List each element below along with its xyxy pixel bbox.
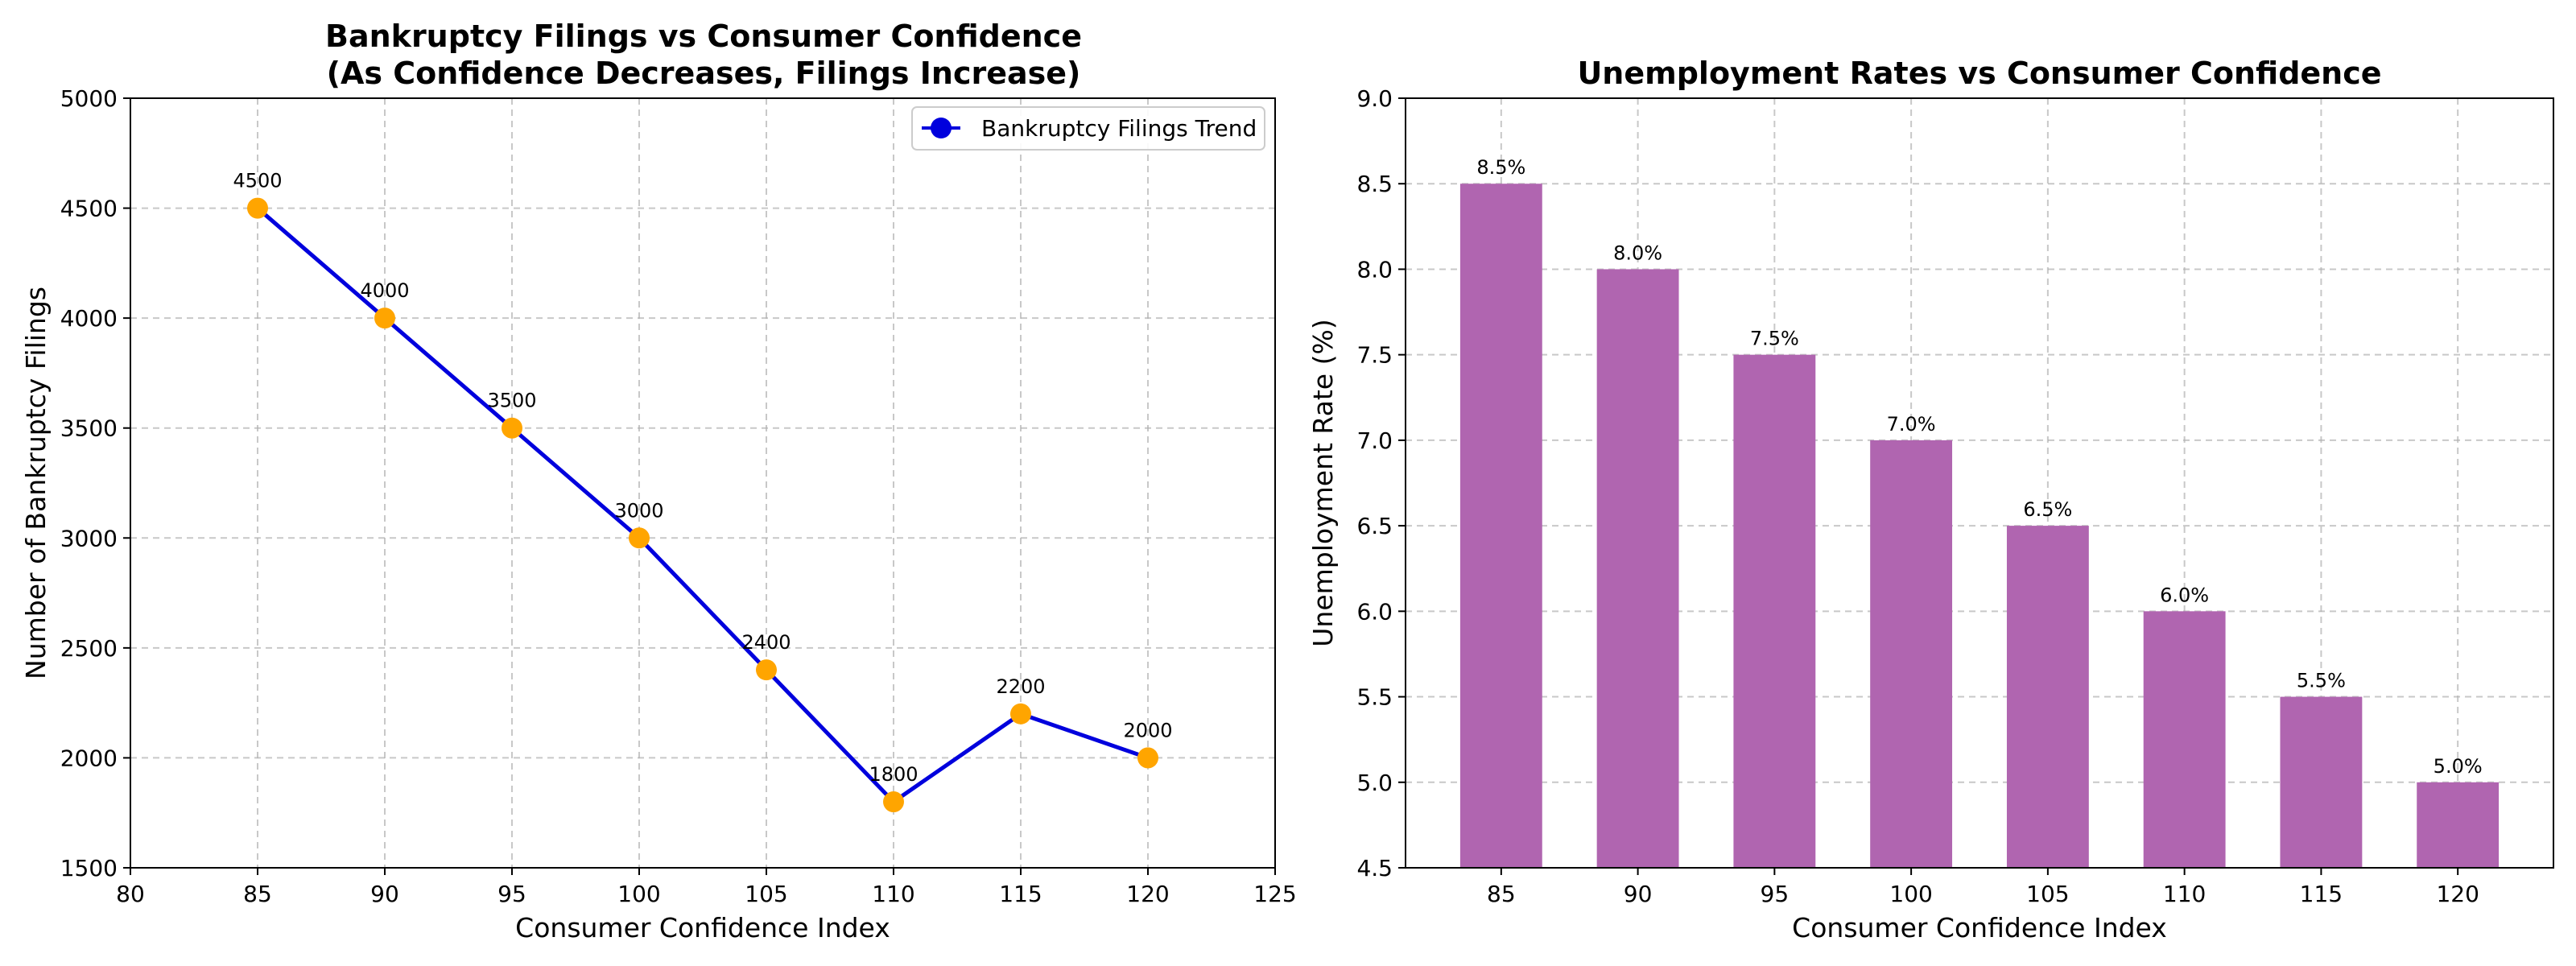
right-x-tick-label: 115 [2300, 881, 2343, 907]
right-x-tick-label: 120 [2436, 881, 2479, 907]
unemployment-bar [2417, 782, 2500, 868]
right-x-tick-label: 95 [1761, 881, 1790, 907]
right-x-tick-label: 110 [2163, 881, 2206, 907]
left-y-tick-label: 2000 [60, 745, 118, 771]
left-plot-frame [130, 97, 1276, 869]
right-y-tick-label: 8.0 [1356, 256, 1393, 283]
unemployment-bar-label: 7.0% [1887, 413, 1936, 436]
left-y-tick-label: 4000 [60, 305, 118, 332]
bankruptcy-data-label: 4000 [360, 279, 409, 302]
legend-marker-swatch [931, 118, 952, 138]
bankruptcy-data-label: 2200 [996, 675, 1045, 698]
unemployment-bar-label: 8.0% [1613, 242, 1662, 264]
left-y-ticks: 1500 2000 2500 3000 3500 4000 4500 5000 [60, 85, 130, 881]
right-x-tick-label: 105 [2026, 881, 2069, 907]
left-x-tick-label: 95 [497, 881, 526, 907]
left-x-tick-label: 100 [617, 881, 660, 907]
right-y-tick-label: 8.5 [1356, 171, 1393, 197]
unemployment-bar [2280, 696, 2363, 868]
left-y-tick-label: 2500 [60, 635, 118, 662]
left-y-tick-label: 1500 [60, 855, 118, 881]
right-y-ticks: 4.5 5.0 5.5 6.0 6.5 7.0 7.5 8.0 8.5 9.0 [1356, 85, 1406, 881]
left-x-tick-label: 85 [243, 881, 272, 907]
bankruptcy-data-label: 3000 [614, 499, 663, 522]
unemployment-bar-label: 6.0% [2160, 584, 2209, 606]
bankruptcy-data-point [883, 791, 904, 813]
right-plot-frame [1405, 97, 2554, 869]
legend-label: Bankruptcy Filings Trend [981, 115, 1257, 142]
unemployment-bar-label: 6.5% [2023, 498, 2072, 521]
bankruptcy-data-point [629, 527, 650, 549]
left-x-axis-label: Consumer Confidence Index [515, 912, 890, 943]
bankruptcy-data-point [756, 659, 777, 681]
right-x-axis-label: Consumer Confidence Index [1792, 912, 2167, 943]
bankruptcy-data-label: 2000 [1123, 719, 1172, 741]
unemployment-bar-label: 8.5% [1476, 156, 1525, 179]
right-x-tick-label: 100 [1889, 881, 1932, 907]
right-y-tick-label: 4.5 [1356, 855, 1393, 881]
left-x-tick-label: 80 [116, 881, 145, 907]
left-y-tick-label: 5000 [60, 85, 118, 112]
left-chart-subtitle: (As Confidence Decreases, Filings Increa… [327, 56, 1081, 91]
right-y-tick-label: 7.0 [1356, 427, 1393, 454]
right-y-tick-label: 5.0 [1356, 770, 1393, 796]
legend-box [911, 106, 1265, 151]
unemployment-bar [1870, 440, 1953, 868]
left-y-axis-label: Number of Bankruptcy Filings [20, 287, 52, 679]
bankruptcy-data-point [1137, 747, 1158, 769]
bankruptcy-data-point [374, 308, 395, 329]
bankruptcy-data-label: 2400 [741, 631, 791, 654]
bankruptcy-data-label: 3500 [487, 390, 536, 412]
right-chart-title: Unemployment Rates vs Consumer Confidenc… [1577, 56, 2381, 91]
bankruptcy-data-point [1010, 703, 1031, 724]
unemployment-bar [2143, 611, 2226, 868]
right-x-ticks: 85 90 95 100 105 110 115 120 [1487, 868, 2479, 907]
right-y-tick-label: 6.0 [1356, 598, 1393, 625]
left-x-ticks: 80 85 90 95 100 105 110 115 120 125 [116, 868, 1297, 907]
left-y-tick-label: 4500 [60, 196, 118, 222]
right-plot-area: 8.5% 8.0% 7.5% 7.0% 6.5% 6.0% 5.5% 5.0% [1459, 156, 2500, 869]
bankruptcy-data-point [247, 197, 268, 219]
bankruptcy-data-label: 4500 [233, 170, 282, 192]
right-y-tick-label: 7.5 [1356, 342, 1393, 369]
left-x-tick-label: 125 [1253, 881, 1296, 907]
left-y-tick-label: 3500 [60, 415, 118, 442]
unemployment-bar [1596, 269, 1679, 868]
unemployment-bar [1459, 184, 1542, 868]
left-legend: Bankruptcy Filings Trend [911, 106, 1265, 151]
unemployment-bar-chart: Unemployment Rates vs Consumer Confidenc… [1307, 56, 2554, 943]
left-x-tick-label: 110 [872, 881, 914, 907]
unemployment-bar [2006, 526, 2089, 868]
right-x-tick-label: 90 [1624, 881, 1653, 907]
bankruptcy-data-point [502, 417, 522, 439]
right-x-tick-label: 85 [1487, 881, 1516, 907]
unemployment-bar-label: 5.0% [2434, 755, 2483, 778]
left-x-tick-label: 105 [745, 881, 787, 907]
left-chart-title: Bankruptcy Filings vs Consumer Confidenc… [325, 19, 1082, 54]
right-y-tick-label: 5.5 [1356, 684, 1393, 711]
left-y-tick-label: 3000 [60, 525, 118, 551]
left-x-tick-label: 90 [370, 881, 399, 907]
right-y-tick-label: 6.5 [1356, 513, 1393, 539]
unemployment-bar-label: 5.5% [2297, 670, 2346, 692]
left-x-tick-label: 120 [1126, 881, 1169, 907]
left-plot-area: 4500 4000 3500 3000 2400 1800 2200 2000 [233, 170, 1173, 813]
right-y-tick-label: 9.0 [1356, 85, 1393, 112]
unemployment-bar-label: 7.5% [1750, 328, 1799, 350]
right-y-axis-label: Unemployment Rate (%) [1307, 319, 1339, 646]
bankruptcy-series-line [256, 206, 1149, 804]
bankruptcy-data-label: 1800 [869, 763, 918, 786]
left-x-tick-label: 115 [999, 881, 1042, 907]
right-grid [1406, 97, 2553, 869]
left-grid [130, 97, 1276, 869]
unemployment-bar [1733, 354, 1816, 869]
bankruptcy-line-chart: Bankruptcy Filings vs Consumer Confidenc… [20, 19, 1297, 943]
